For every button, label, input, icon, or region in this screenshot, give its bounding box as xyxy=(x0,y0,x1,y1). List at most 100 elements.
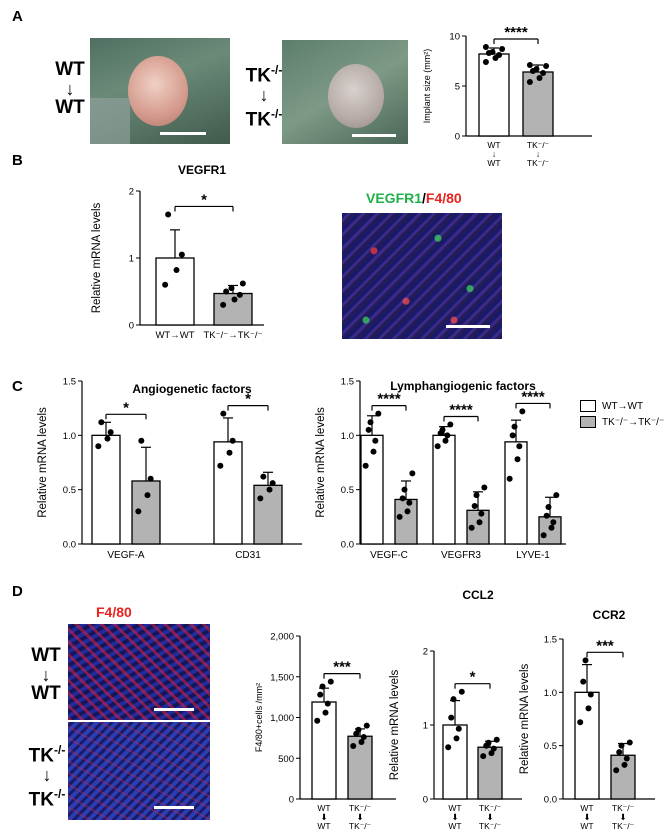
angio-y-tick-label: 0.5 xyxy=(63,485,76,496)
lymph-VEGF-C-wt-point xyxy=(372,437,379,444)
implant-y-tick-label: 0 xyxy=(455,132,460,143)
lymph-LYVE-1-wt-point xyxy=(519,408,526,415)
vegfr1-x-label: TK⁻/⁻→TK⁻/⁻ xyxy=(203,330,262,341)
panel-letter-d: D xyxy=(12,583,23,600)
f480-y-tick-label: 0 xyxy=(289,795,294,806)
ccr2-tk-bar xyxy=(610,754,636,800)
f480-y-tick-label: 500 xyxy=(278,754,294,765)
f480-wt-point xyxy=(322,709,329,716)
implant-wt-point xyxy=(482,44,489,50)
ccl2-tk-point xyxy=(493,736,500,743)
lymph-x-label: VEGF-C xyxy=(370,550,408,561)
implant-significance: **** xyxy=(504,24,528,41)
vegfr1-tk-point xyxy=(236,291,243,298)
ccr2-y-label: Relative mRNA levels xyxy=(519,663,531,774)
implant-tk-point xyxy=(540,70,547,76)
lymph-significance: **** xyxy=(377,391,401,408)
lymph-significance: **** xyxy=(449,401,473,418)
vegfr1-wt-point xyxy=(162,281,169,288)
ccl2-wt-point xyxy=(455,725,462,732)
vegfr1-wt-point xyxy=(178,251,185,258)
angio-CD31-wt-point xyxy=(229,437,236,444)
angio-CD31-tk-bar xyxy=(253,484,283,545)
implant-tk-point xyxy=(536,75,543,81)
ccr2-tk-point xyxy=(613,767,620,774)
implant-x-label: ↓ xyxy=(536,149,540,159)
angio-CD31-wt-bar xyxy=(213,441,243,545)
angio-y-tick-label: 1.5 xyxy=(63,377,76,388)
lymph-VEGF-C-tk-point xyxy=(409,470,416,477)
ccl2-wt-point xyxy=(448,714,455,721)
angio-significance: * xyxy=(123,399,129,416)
lymph-VEGFR3-tk-point xyxy=(476,519,483,526)
scale-bar xyxy=(154,806,194,809)
ccr2-x-label: ⬇ xyxy=(619,812,626,822)
vegfr1-significance: * xyxy=(201,191,207,208)
vegfr1-y-tick-label: 1 xyxy=(129,254,134,265)
lymph-VEGF-C-tk-point xyxy=(401,486,408,493)
ccl2-y-label: Relative mRNA levels xyxy=(389,669,401,780)
ccr2-wt-point xyxy=(577,719,584,726)
ccl2-wt-bar xyxy=(442,724,468,800)
angio-title: Angiogenetic factors xyxy=(132,382,252,396)
ccl2-significance: * xyxy=(470,669,476,686)
f480-tk-point xyxy=(360,734,367,741)
f480-image-wt xyxy=(68,624,210,720)
f480-x-label: TK⁻/⁻ xyxy=(349,803,372,813)
angio-CD31-wt-point xyxy=(220,410,227,417)
lymph-LYVE-1-wt-bar xyxy=(504,441,528,545)
f480-wt-point xyxy=(319,683,326,690)
vegfr1-tk-point xyxy=(239,280,246,287)
implant-x-label: WT xyxy=(487,158,500,168)
angio-CD31-wt-point xyxy=(226,449,233,456)
lymph-VEGFR3-wt-point xyxy=(439,426,446,433)
implant-y-tick-label: 5 xyxy=(455,82,460,93)
implant-tk-point xyxy=(526,79,533,85)
implant-photo-wt xyxy=(90,38,230,144)
f480-tk-point xyxy=(358,738,365,745)
ccr2-y-tick-label: 0.5 xyxy=(544,741,557,752)
lymph-LYVE-1-wt-point xyxy=(509,432,516,439)
ccr2-x-label: TK⁻/⁻ xyxy=(612,821,635,831)
lymph-VEGF-C-wt-point xyxy=(362,462,369,469)
lymph-y-label: Relative mRNA levels xyxy=(315,407,327,518)
lymph-significance: **** xyxy=(521,388,545,405)
ccl2-y-tick-label: 0 xyxy=(423,795,428,806)
angio-CD31-tk-point xyxy=(269,480,276,487)
lymph-LYVE-1-wt-point xyxy=(516,443,523,450)
lymph-VEGFR3-wt-point xyxy=(434,443,441,450)
lymph-LYVE-1-tk-point xyxy=(548,524,555,531)
ccr2-x-label: TK⁻/⁻ xyxy=(612,803,635,813)
ccr2-y-tick-label: 1.0 xyxy=(544,688,557,699)
ccl2-y-tick-label: 2 xyxy=(423,647,428,658)
f480-wt-point xyxy=(317,691,324,698)
lymph-VEGFR3-tk-point xyxy=(478,510,485,517)
tk-tk-label: TK-/- ↓ TK-/- xyxy=(245,63,283,131)
ccl2-title: CCL2 xyxy=(462,588,494,602)
vegfr1-tk-point xyxy=(231,296,238,303)
implant-tk-point xyxy=(533,66,540,72)
vegfr1-wt-point xyxy=(165,211,172,218)
panel-letter-c: C xyxy=(12,378,23,395)
vegfr1-tk-point xyxy=(223,288,230,295)
angio-y-tick-label: 0.0 xyxy=(63,540,76,551)
lymph-LYVE-1-tk-point xyxy=(550,519,557,526)
lymph-VEGFR3-tk-bar xyxy=(466,509,490,545)
ccr2-y-tick-label: 1.5 xyxy=(544,635,557,646)
lymph-x-label: VEGFR3 xyxy=(441,550,481,561)
scale-bar xyxy=(446,325,490,328)
ccl2-wt-point xyxy=(453,735,460,742)
ccr2-title: CCR2 xyxy=(593,608,626,622)
implant-photo-tk xyxy=(282,40,408,144)
angio-x-label: VEGF-A xyxy=(107,550,145,561)
implant-x-label: TK⁻/⁻ xyxy=(527,158,550,168)
lymph-VEGF-C-tk-point xyxy=(404,508,411,515)
angio-VEGF-A-tk-point xyxy=(144,492,151,499)
implant-y-tick-label: 10 xyxy=(449,32,460,43)
f480-tk-point xyxy=(350,743,357,750)
f480-wt-bar xyxy=(311,701,337,800)
f480-image-tk xyxy=(68,722,210,820)
f480-x-label: ⬇ xyxy=(320,812,327,822)
angio-VEGF-A-tk-point xyxy=(138,437,145,444)
legend-swatch-tk xyxy=(580,416,596,428)
